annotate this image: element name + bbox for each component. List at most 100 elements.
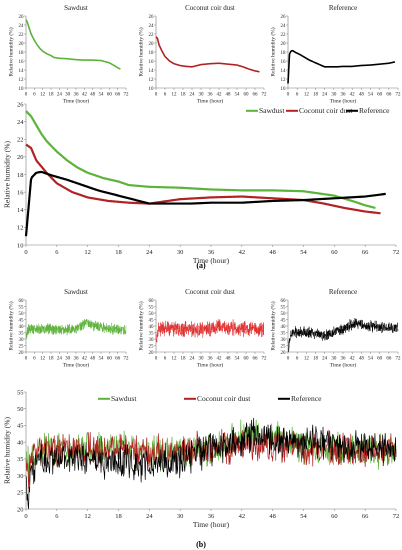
x-tick-label: 0 [25,357,28,362]
x-tick-label: 60 [107,357,113,362]
x-tick-label: 42 [217,93,223,98]
x-tick-label: 60 [377,357,383,362]
series-line-coconut-coir-dust [155,36,261,73]
y-tick-label: 50 [281,312,287,317]
series-line-reference [24,170,386,237]
x-tick-label: 12 [84,249,91,256]
y-axis-label: Relative humidity (%) [138,301,145,350]
y-tick-label: 35 [19,331,25,336]
x-tick-label: 6 [33,93,36,98]
y-tick-label: 20 [19,42,25,47]
x-tick-label: 66 [253,357,259,362]
y-tick-label: 24 [149,24,155,29]
y-axis-label: Relative humidity (%) [270,27,277,76]
x-tick-label: 72 [262,357,268,362]
legend-entry: Sawdust [259,106,285,115]
series-line-sawdust [25,318,127,339]
x-tick-label: 48 [226,357,232,362]
x-tick-label: 6 [55,249,59,256]
series-line-reference [25,417,397,510]
y-tick-label: 40 [19,325,25,330]
x-tick-label: 72 [393,249,400,256]
x-tick-label: 24 [146,249,153,256]
y-tick-label: 12 [19,78,25,83]
x-tick-label: 24 [190,93,196,98]
x-tick-label: 42 [82,357,88,362]
x-axis-label: Time (hour) [63,98,90,105]
y-tick-label: 10 [17,242,24,249]
y-tick-label: 10 [281,87,287,92]
x-tick-label: 18 [313,357,319,362]
x-tick-label: 24 [322,357,328,362]
x-tick-label: 12 [304,93,310,98]
x-tick-label: 48 [359,93,365,98]
x-tick-label: 18 [115,249,122,256]
series-line-reference [287,317,399,353]
x-tick-label: 42 [239,249,246,256]
x-tick-label: 30 [199,93,205,98]
x-axis-label: Time (hour) [197,98,224,105]
x-tick-label: 0 [287,93,290,98]
y-tick-label: 35 [149,331,155,336]
series-line-sawdust [25,110,376,210]
y-tick-label: 50 [17,406,24,413]
y-tick-label: 30 [149,338,155,343]
y-axis-label: Relative humidity (%) [138,27,145,76]
x-tick-label: 6 [164,93,167,98]
y-tick-label: 24 [281,24,287,29]
y-tick-label: 30 [17,473,24,480]
x-tick-label: 30 [331,93,337,98]
y-tick-label: 20 [281,351,287,356]
panel-label-a: (a) [196,261,206,270]
x-tick-label: 48 [269,249,276,256]
chart-b-combined: 20 25 30 35 40 45 50 55 0 6 12 18 24 30 36 42 48 54 60 66 72… [3,389,400,529]
x-tick-label: 12 [40,357,46,362]
x-tick-label: 42 [217,357,223,362]
x-tick-label: 24 [146,513,153,520]
y-tick-label: 18 [17,172,24,179]
x-tick-label: 12 [304,357,310,362]
x-tick-label: 60 [107,93,113,98]
x-tick-label: 60 [331,513,338,520]
y-tick-label: 10 [19,87,25,92]
x-tick-label: 12 [40,93,46,98]
x-axis-label: Time (hour) [63,362,90,369]
x-tick-label: 66 [362,513,369,520]
x-tick-label: 24 [190,357,196,362]
x-tick-label: 60 [331,249,338,256]
x-tick-label: 0 [24,513,27,520]
x-tick-label: 72 [124,93,130,98]
x-axis-label: Time (hour) [197,362,224,369]
x-tick-label: 18 [181,93,187,98]
x-tick-label: 48 [359,357,365,362]
y-tick-label: 45 [19,318,25,323]
y-axis-label: Relative humidity (%) [8,301,15,350]
x-tick-label: 18 [181,357,187,362]
x-tick-label: 66 [362,249,369,256]
x-tick-label: 0 [24,249,27,256]
y-tick-label: 14 [17,207,24,214]
x-tick-label: 36 [74,93,80,98]
x-tick-label: 42 [239,513,246,520]
x-tick-label: 12 [172,93,178,98]
chart-a-combined: 10 12 14 16 18 20 22 24 26 0 6 12 18 24 30 36 42 48 54 60 66… [3,101,400,265]
x-axis-label: Time (hour) [330,98,357,105]
y-tick-label: 14 [19,69,25,74]
x-tick-label: 6 [296,357,299,362]
x-axis-label: Time (hour) [330,362,357,369]
x-tick-label: 72 [396,357,402,362]
x-tick-label: 36 [341,357,347,362]
y-tick-label: 16 [17,189,24,196]
chart-title: Coconut coir dust [185,4,235,12]
x-tick-label: 30 [65,357,71,362]
chart-title: Sawdust [64,4,88,12]
y-tick-label: 14 [149,69,155,74]
series-line-reference [287,49,396,84]
x-tick-label: 30 [177,249,184,256]
x-tick-label: 54 [300,249,307,256]
y-tick-label: 12 [17,225,24,232]
x-tick-label: 48 [90,93,96,98]
x-tick-label: 30 [331,357,337,362]
